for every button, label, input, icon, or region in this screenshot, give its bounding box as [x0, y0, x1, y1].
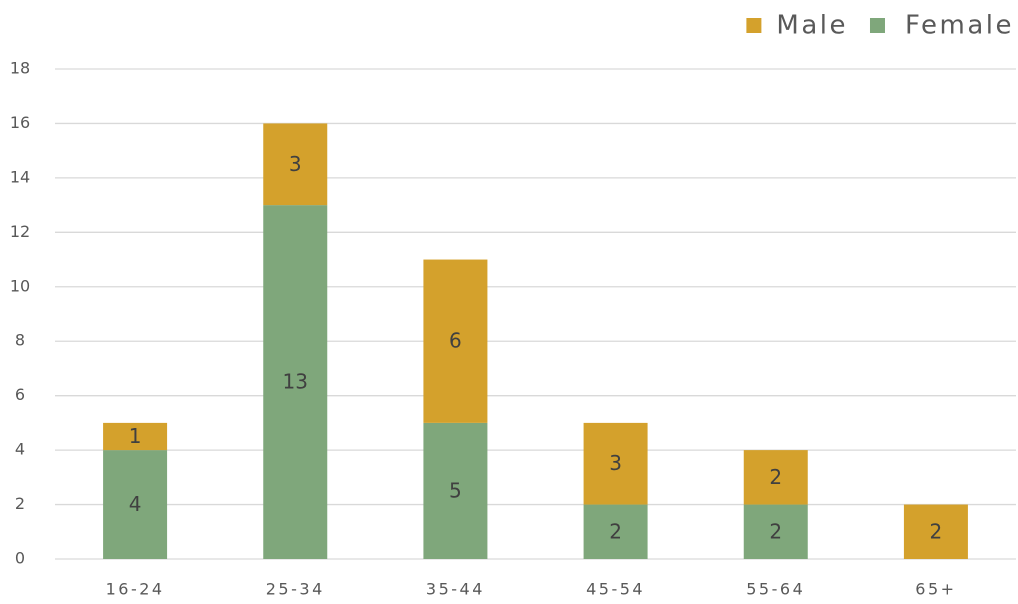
x-tick-label: 35-44	[426, 580, 485, 599]
bar-segment	[103, 450, 168, 559]
x-tick-label: 45-54	[586, 580, 645, 599]
y-tick-label: 2	[15, 494, 25, 513]
y-tick-label: 18	[10, 59, 30, 78]
y-tick-label: 6	[15, 385, 25, 404]
y-tick-label: 14	[10, 167, 30, 186]
data-label: 4	[129, 492, 142, 516]
y-tick-label: 12	[10, 222, 30, 241]
data-label: 2	[609, 519, 622, 543]
bar-segment	[583, 422, 648, 505]
y-tick-label: 10	[10, 276, 30, 295]
bar-segment	[263, 123, 328, 206]
x-tick-label: 65+	[915, 580, 956, 599]
y-tick-label: 16	[10, 113, 30, 132]
data-label: 2	[769, 465, 782, 489]
bar-segment	[743, 450, 808, 505]
bar-segment	[423, 259, 488, 423]
data-label: 5	[449, 478, 462, 502]
x-tick-label: 25-34	[266, 580, 325, 599]
y-tick-label: 4	[15, 440, 25, 459]
bar-segment	[743, 504, 808, 559]
bar-segment	[423, 422, 488, 559]
bar-segment	[103, 422, 168, 451]
data-label: 6	[449, 329, 462, 353]
legend-label: Male	[776, 11, 848, 41]
bar-segment	[903, 504, 968, 559]
data-label: 2	[930, 519, 943, 543]
legend-label: Female	[905, 11, 1014, 41]
x-tick-label: 55-64	[746, 580, 805, 599]
data-label: 1	[129, 424, 142, 448]
y-tick-label: 8	[15, 331, 25, 350]
data-label: 13	[283, 370, 308, 394]
data-label: 2	[769, 519, 782, 543]
legend-swatch	[869, 18, 885, 33]
bar-segment	[263, 205, 328, 559]
y-tick-label: 0	[15, 549, 25, 568]
data-label: 3	[609, 451, 622, 475]
x-tick-label: 16-24	[106, 580, 165, 599]
data-label: 3	[289, 152, 302, 176]
bar-segment	[583, 504, 648, 559]
legend-swatch	[746, 18, 762, 33]
